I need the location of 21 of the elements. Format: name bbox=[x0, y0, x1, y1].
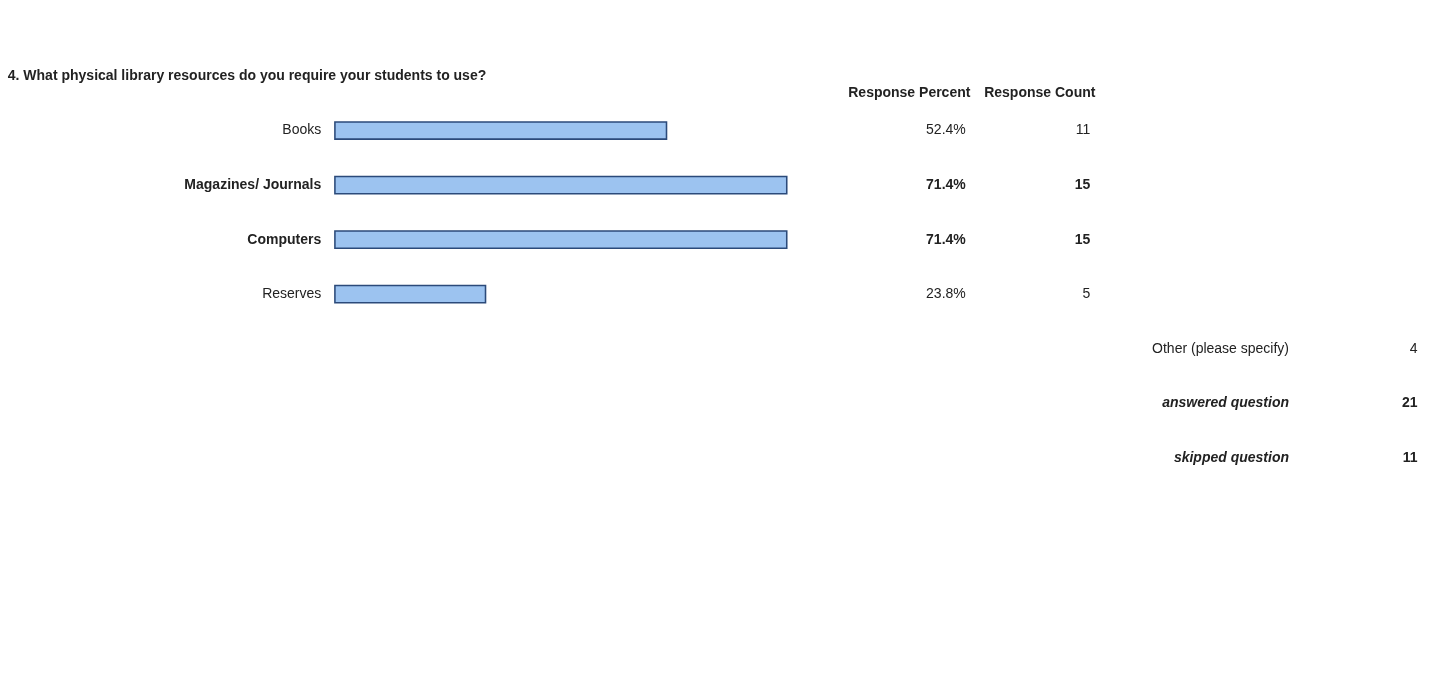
data-label: 52.4% bbox=[926, 121, 966, 138]
text: skipped question bbox=[1173, 448, 1290, 465]
text: 15 bbox=[1074, 175, 1091, 192]
text: Response Count bbox=[984, 84, 1096, 101]
data-label: 71.4% bbox=[926, 175, 967, 192]
data-label: 23.8% bbox=[926, 285, 966, 302]
text: 21 bbox=[1401, 394, 1418, 411]
y-tick-label: Computers bbox=[247, 230, 322, 247]
text: Response Percent bbox=[848, 84, 971, 101]
y-tick-label: Books bbox=[282, 121, 322, 138]
text: 5 bbox=[1082, 285, 1091, 302]
text: 11 bbox=[1075, 121, 1091, 138]
text: 11 bbox=[1402, 448, 1418, 465]
y-tick-label: Magazines/ Journals bbox=[184, 175, 322, 192]
data-label: 71.4% bbox=[926, 230, 967, 247]
text: answered question bbox=[1162, 394, 1290, 411]
text: Other (please specify) bbox=[1152, 339, 1290, 356]
text: 4 bbox=[1409, 339, 1418, 356]
y-tick-label: Reserves bbox=[262, 285, 322, 302]
chart-title: 4. What physical library resources do you require your students to use? bbox=[7, 66, 487, 83]
text: 15 bbox=[1074, 230, 1091, 247]
